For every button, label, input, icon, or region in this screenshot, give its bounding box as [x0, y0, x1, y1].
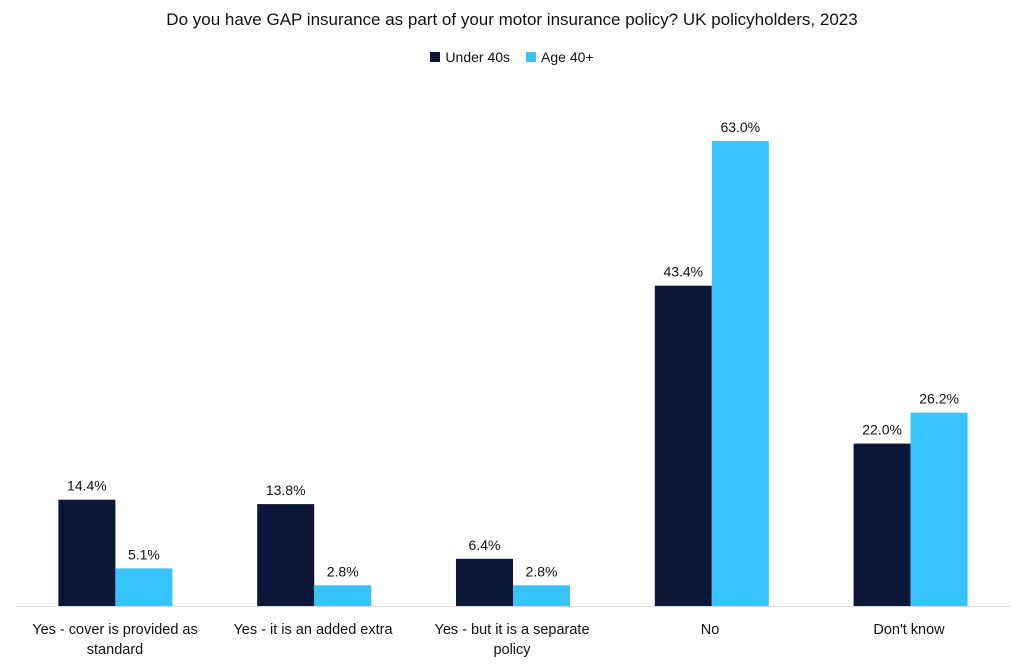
bar-age-40-plus-3 — [711, 141, 769, 606]
data-label-age-40-plus-0: 5.1% — [128, 546, 160, 562]
data-label-age-40-plus-1: 2.8% — [327, 563, 359, 579]
legend-item-age-40-plus: Age 40+ — [526, 49, 594, 65]
bar-age-40-plus-4 — [910, 412, 968, 606]
bar-age-40-plus-1 — [314, 585, 372, 606]
data-label-under-40s-3: 43.4% — [663, 264, 703, 280]
chart-title: Do you have GAP insurance as part of you… — [166, 10, 858, 29]
legend-item-under-40s: Under 40s — [430, 49, 510, 65]
data-label-age-40-plus-2: 2.8% — [526, 563, 558, 579]
data-label-age-40-plus-3: 63.0% — [720, 119, 760, 135]
legend-label-under-40s: Under 40s — [445, 49, 511, 65]
data-label-under-40s-1: 13.8% — [266, 482, 306, 498]
category-label-dont-know: Don't know — [873, 622, 945, 638]
bar-under-40s-0 — [58, 499, 116, 606]
legend: Under 40s Age 40+ — [0, 49, 1024, 65]
category-label-added-extra: Yes - it is an added extra — [233, 622, 393, 638]
bar-under-40s-2 — [456, 558, 513, 606]
category-label-standard: Yes - cover is provided as standard — [32, 622, 198, 658]
bar-under-40s-4 — [853, 443, 911, 606]
bar-under-40s-3 — [654, 285, 712, 606]
legend-label-age-40-plus: Age 40+ — [541, 49, 594, 65]
bar-age-40-plus-2 — [513, 585, 570, 606]
data-label-age-40-plus-4: 26.2% — [919, 391, 959, 407]
data-label-under-40s-4: 22.0% — [862, 422, 902, 438]
data-label-under-40s-2: 6.4% — [469, 537, 501, 553]
data-label-under-40s-0: 14.4% — [67, 478, 107, 494]
bar-under-40s-1 — [257, 504, 315, 606]
category-label-no: No — [700, 622, 720, 638]
category-label-separate-policy: Yes - but it is a separate policy — [434, 622, 590, 658]
legend-swatch-age-40-plus — [526, 52, 537, 62]
bar-age-40-plus-0 — [115, 568, 173, 606]
legend-swatch-under-40s — [430, 52, 441, 62]
